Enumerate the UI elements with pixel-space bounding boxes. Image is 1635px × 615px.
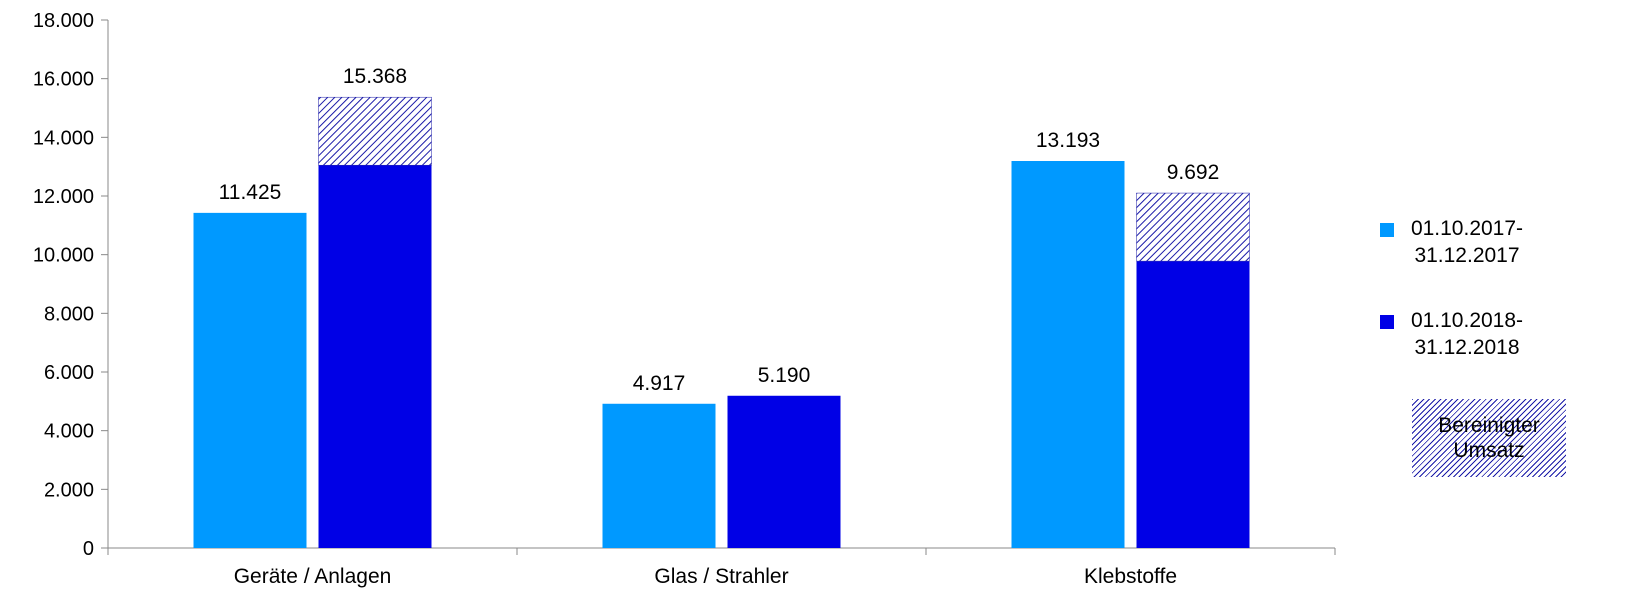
y-tick-label: 8.000 — [44, 303, 94, 325]
bar-value-label: 11.425 — [219, 181, 282, 204]
legend: 01.10.2017- 31.12.2017 01.10.2018- 31.12… — [1380, 215, 1630, 491]
y-tick-label: 10.000 — [33, 245, 94, 267]
y-tick-label: 12.000 — [33, 186, 94, 208]
legend-swatch-series-2 — [1380, 315, 1394, 329]
y-tick-label: 6.000 — [44, 362, 94, 384]
legend-label-series-2: 01.10.2018- 31.12.2018 — [1410, 309, 1524, 359]
bar-series-1 — [193, 212, 307, 548]
bar-value-label: 4.917 — [633, 372, 686, 395]
y-tick-label: 14.000 — [33, 127, 94, 149]
legend-item-series-2: 01.10.2018- 31.12.2018 — [1380, 307, 1630, 359]
legend-label-series-1: 01.10.2017- 31.12.2017 — [1410, 217, 1524, 267]
x-axis: Geräte / Anlagen Glas / Strahler Klebstoff… — [107, 547, 1336, 588]
bar-adjusted-segment — [1136, 192, 1250, 262]
y-tick-label: 0 — [83, 538, 94, 560]
bar-value-label: 5.190 — [758, 364, 811, 387]
y-axis: 0 2.000 4.000 6.000 8.000 10.000 12.000 14.000 1… — [33, 10, 109, 560]
legend-swatch-series-1 — [1380, 223, 1394, 237]
bar-value-label: 13.193 — [1036, 129, 1100, 152]
bar-series-2 — [318, 165, 432, 548]
x-tick-label: Geräte / Anlagen — [234, 565, 392, 588]
x-tick-label: Klebstoffe — [1084, 565, 1177, 588]
legend-item-adjusted: Bereinigter Umsatz — [1380, 399, 1630, 477]
y-tick-label: 2.000 — [44, 479, 94, 501]
bar-value-label: 15.368 — [343, 65, 407, 88]
bar-series-1 — [602, 403, 716, 548]
x-tick-label: Glas / Strahler — [654, 565, 788, 588]
y-tick-label: 18.000 — [33, 10, 94, 32]
y-tick-label: 4.000 — [44, 421, 94, 443]
legend-label-adjusted: Bereinigter Umsatz — [1412, 399, 1566, 477]
y-tick-label: 16.000 — [33, 69, 94, 91]
bar-adjusted-segment — [318, 96, 432, 166]
bar-value-label: 9.692 — [1167, 161, 1220, 184]
bar-series-2 — [727, 395, 841, 548]
bars — [193, 96, 1250, 548]
bar-series-2 — [1136, 261, 1250, 548]
legend-item-series-1: 01.10.2017- 31.12.2017 — [1380, 215, 1630, 267]
bar-labels: 11.425 15.368 4.917 5.190 13.193 9.692 — [219, 65, 1220, 395]
bar-series-1 — [1011, 161, 1125, 548]
